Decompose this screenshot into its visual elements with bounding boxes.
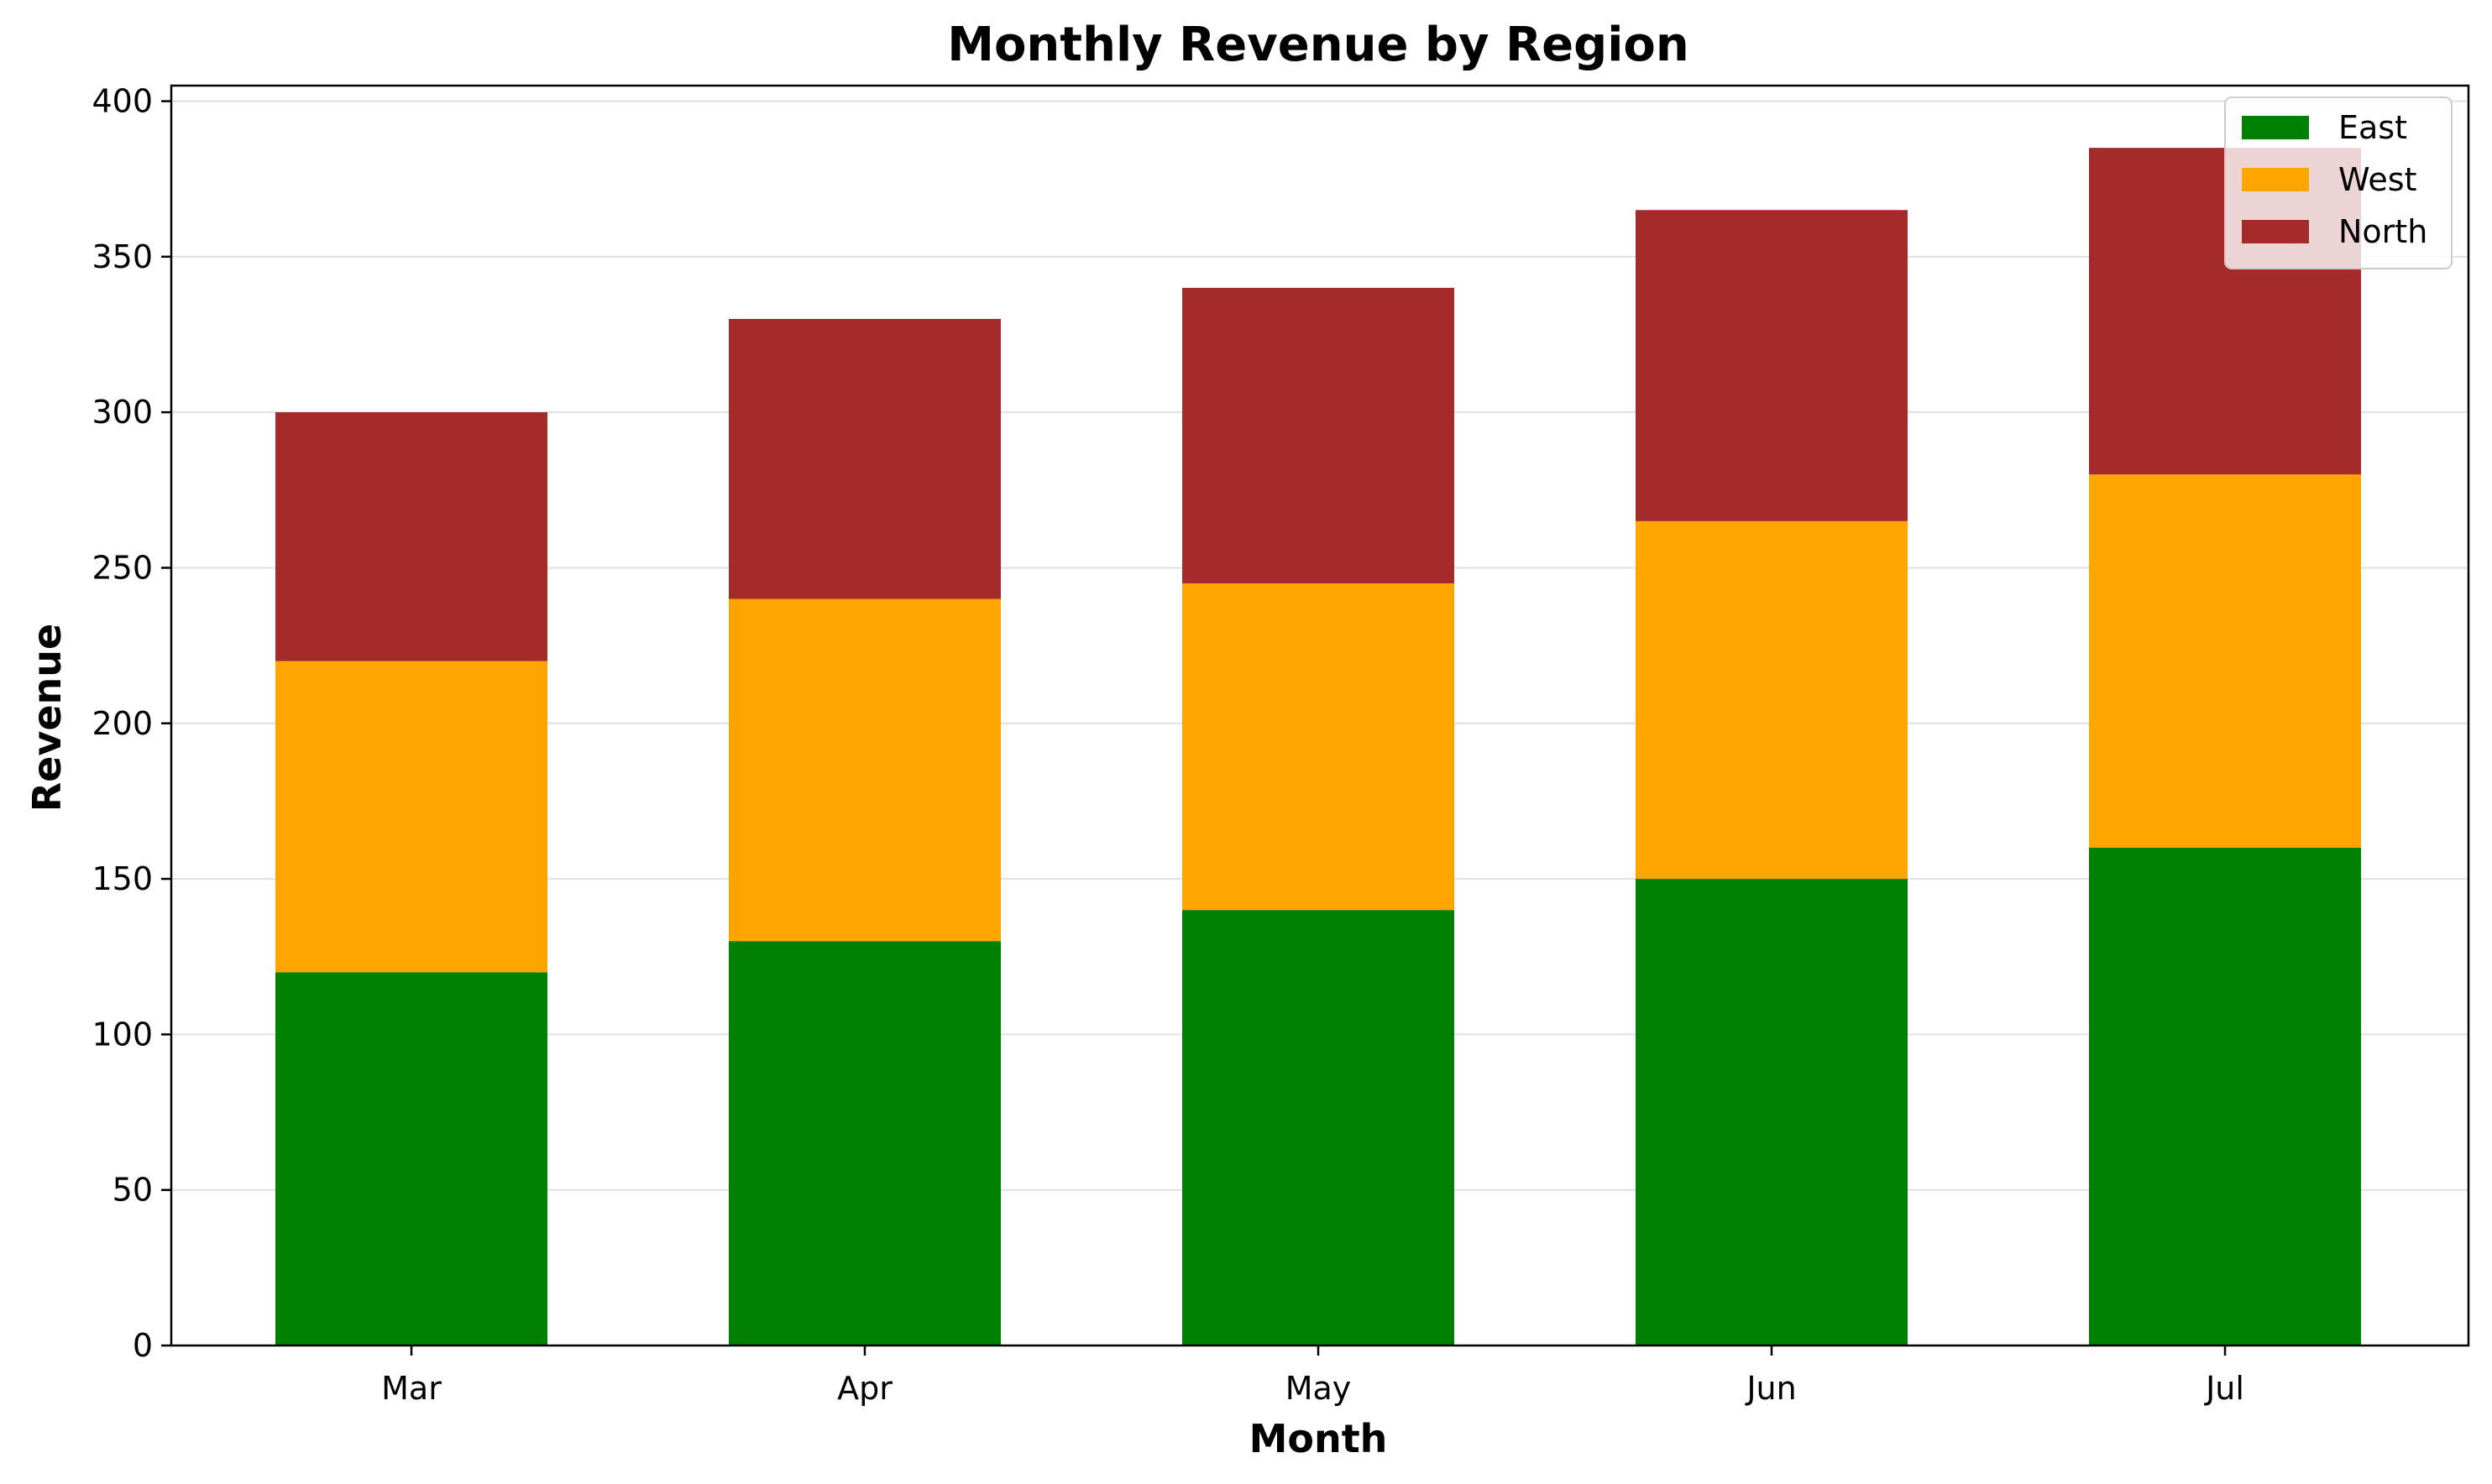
bars — [275, 148, 2361, 1346]
bar-north-jun — [1636, 210, 1908, 521]
y-tick-label-8: 400 — [92, 83, 153, 120]
bar-east-jul — [2089, 848, 2361, 1346]
bar-north-mar — [275, 412, 547, 661]
chart-title: Monthly Revenue by Region — [947, 18, 1689, 72]
legend-swatch-north — [2242, 220, 2309, 243]
bar-north-may — [1182, 287, 1454, 583]
x-tick-label-jun: Jun — [1745, 1370, 1796, 1407]
plot-frame — [170, 84, 2470, 1347]
bar-west-mar — [275, 661, 547, 973]
bar-east-may — [1182, 910, 1454, 1346]
bar-east-mar — [275, 972, 547, 1346]
legend-swatch-west — [2242, 168, 2309, 191]
y-tick-label-6: 300 — [92, 394, 153, 431]
bar-east-apr — [729, 941, 1001, 1346]
y-tick-label-5: 250 — [92, 549, 153, 586]
legend-label-east: East — [2338, 109, 2407, 146]
x-tick-label-may: May — [1285, 1370, 1352, 1407]
x-tick-label-jul: Jul — [2204, 1370, 2244, 1407]
tick-labels: 0 50 100 150 200 250 300 350 400 Mar Apr May Jun Jul — [92, 83, 2243, 1407]
bar-east-jun — [1636, 879, 1908, 1346]
y-tick-label-1: 50 — [113, 1172, 153, 1209]
y-axis-label: Revenue — [24, 624, 70, 813]
bar-west-apr — [729, 598, 1001, 942]
bar-west-jul — [2089, 474, 2361, 849]
y-tick-label-7: 350 — [92, 238, 153, 275]
y-tick-label-2: 100 — [92, 1016, 153, 1053]
bar-north-apr — [729, 318, 1001, 599]
x-tick-label-mar: Mar — [381, 1370, 442, 1407]
bar-west-jun — [1636, 520, 1908, 880]
legend: East West North — [2224, 97, 2453, 269]
legend-label-north: North — [2338, 213, 2427, 250]
bar-west-may — [1182, 583, 1454, 911]
x-axis-label: Month — [1249, 1416, 1388, 1461]
legend-swatch-east — [2242, 116, 2309, 139]
y-tick-label-3: 150 — [92, 860, 153, 897]
y-tick-label-0: 0 — [133, 1327, 153, 1364]
axes — [161, 84, 2470, 1356]
y-tick-label-4: 200 — [92, 705, 153, 742]
x-tick-label-apr: Apr — [837, 1370, 893, 1407]
legend-label-west: West — [2338, 161, 2416, 198]
